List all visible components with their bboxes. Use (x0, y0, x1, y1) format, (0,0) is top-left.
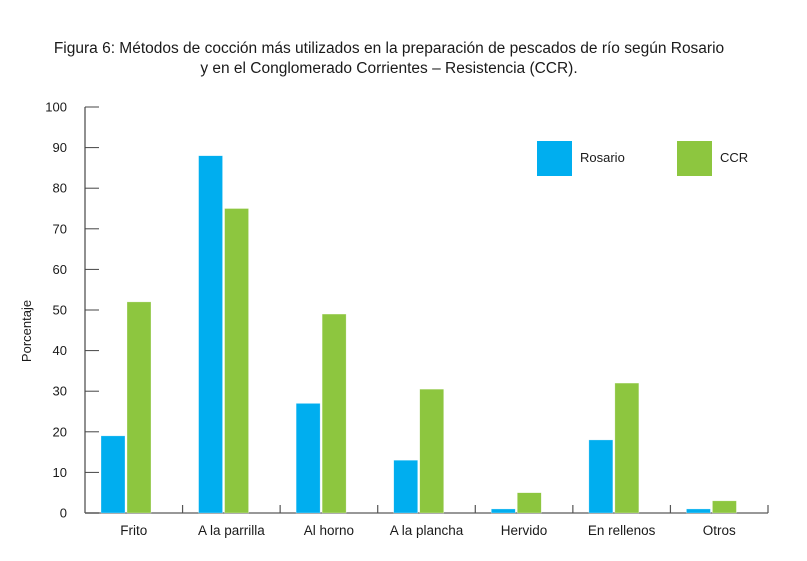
x-category-label: A la parrilla (198, 523, 265, 538)
bar-rosario-frito (100, 435, 126, 514)
legend-swatch-ccr (677, 141, 712, 176)
x-category-label: Al horno (304, 523, 354, 538)
bar-ccr-a-la-plancha (419, 388, 445, 514)
x-category-label: En rellenos (588, 523, 656, 538)
bar-ccr-otros (712, 500, 737, 514)
bars (100, 155, 737, 514)
bar-ccr-en-rellenos (614, 382, 640, 514)
chart-title-line-2: y en el Conglomerado Corrientes – Resist… (200, 60, 577, 77)
bar-rosario-en-rellenos (588, 439, 614, 514)
axes: 0 10 20 30 40 50 60 70 80 90 100 Frito A la parrilla… (45, 100, 769, 538)
x-category-label: Otros (703, 523, 736, 538)
legend-swatch-rosario (537, 141, 572, 176)
y-tick-label: 0 (60, 506, 67, 521)
y-tick-label: 90 (53, 140, 67, 155)
legend-label-rosario: Rosario (580, 150, 625, 165)
bar-rosario-a-la-plancha (393, 459, 419, 514)
bar-ccr-al-horno (321, 313, 347, 514)
x-category-label: A la plancha (390, 523, 464, 538)
legend: Rosario CCR (537, 141, 748, 176)
bar-ccr-a-la-parrilla (224, 208, 249, 514)
y-axis-label: Porcentaje (19, 300, 34, 362)
y-tick-label: 30 (53, 384, 67, 399)
y-tick-label: 60 (53, 262, 67, 277)
bar-ccr-hervido (516, 492, 542, 514)
y-tick-label: 50 (53, 303, 67, 318)
y-tick-label: 100 (45, 100, 67, 115)
bar-rosario-hervido (490, 508, 516, 514)
bar-ccr-frito (126, 301, 152, 514)
bar-rosario-otros (686, 508, 711, 514)
y-tick-label: 70 (53, 221, 67, 236)
y-tick-label: 10 (53, 465, 67, 480)
y-tick-label: 40 (53, 343, 67, 358)
legend-label-ccr: CCR (720, 150, 748, 165)
x-category-label: Frito (120, 523, 147, 538)
bar-rosario-a-la-parrilla (198, 155, 223, 514)
y-tick-label: 20 (53, 424, 67, 439)
bar-rosario-al-horno (295, 403, 321, 514)
y-tick-label: 80 (53, 181, 67, 196)
x-category-label: Hervido (501, 523, 548, 538)
chart-title-line-1: Figura 6: Métodos de cocción más utiliza… (54, 40, 724, 57)
